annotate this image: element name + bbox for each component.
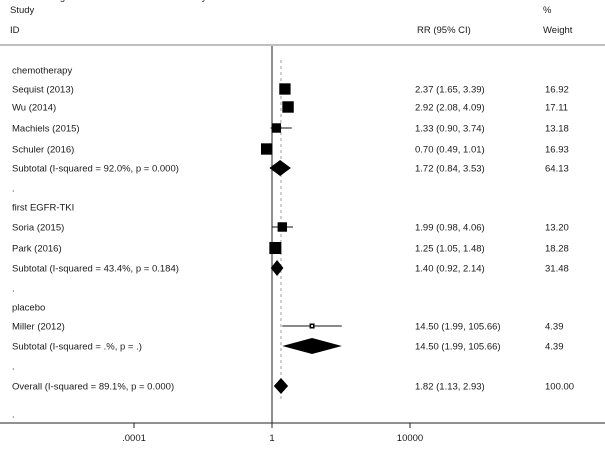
- subtotal-diamond: [269, 160, 291, 176]
- weight-value: 17.11: [545, 103, 568, 114]
- study-label: Park (2016): [12, 244, 62, 255]
- header-weight: Weight: [543, 25, 573, 36]
- ci-value: 14.50 (1.99, 105.66): [415, 342, 501, 353]
- spacer-dot: .: [12, 184, 15, 195]
- ci-value: 2.92 (2.08, 4.09): [415, 103, 485, 114]
- overall-diamond: [273, 378, 289, 394]
- x-tick-label: 10000: [397, 433, 423, 444]
- weight-value: 18.28: [545, 244, 569, 255]
- weight-value: 13.18: [545, 124, 569, 135]
- weight-value: 16.92: [545, 85, 569, 96]
- subtotal-label: Subtotal (I-squared = 92.0%, p = 0.000): [12, 164, 179, 175]
- study-label: Wu (2014): [12, 103, 56, 114]
- ci-value: 1.25 (1.05, 1.48): [415, 244, 485, 255]
- ci-value: 1.33 (0.90, 3.74): [415, 124, 485, 135]
- header-study: Study: [10, 5, 35, 16]
- weight-value: 13.20: [545, 223, 569, 234]
- ci-value: 1.40 (0.92, 2.14): [415, 264, 485, 275]
- spacer-dot: .: [12, 362, 15, 373]
- study-label: Miller (2012): [12, 322, 65, 333]
- ci-value: 1.99 (0.98, 4.06): [415, 223, 485, 234]
- weight-value: 100.00: [545, 382, 574, 393]
- ci-value: 2.37 (1.65, 3.39): [415, 85, 485, 96]
- subtotal-diamond: [270, 260, 284, 276]
- subtotal-label: Subtotal (I-squared = 43.4%, p = 0.184): [12, 264, 179, 275]
- ci-value: 14.50 (1.99, 105.66): [415, 322, 501, 333]
- weight-value: 4.39: [545, 342, 564, 353]
- weight-value: 16.93: [545, 145, 569, 156]
- header-weight-percent: %: [543, 5, 552, 16]
- point-estimate-dot: [281, 225, 284, 229]
- study-label: Machiels (2015): [12, 124, 80, 135]
- point-estimate-dot: [283, 87, 287, 91]
- weight-value: 4.39: [545, 322, 564, 333]
- point-estimate-dot: [310, 324, 314, 328]
- x-tick-label: 1: [269, 433, 274, 444]
- study-label: Soria (2015): [12, 223, 64, 234]
- point-estimate-dot: [275, 126, 278, 130]
- x-tick-label: .0001: [122, 433, 146, 444]
- group-label: chemotherapy: [12, 66, 72, 77]
- group-label: first EGFR-TKI: [12, 203, 74, 214]
- subtotal-label: Subtotal (I-squared = .%, p = .): [12, 342, 142, 353]
- rows-layer: chemotherapy Sequist (2013) 2.37 (1.65, 3.…: [12, 0, 574, 423]
- weight-value: 64.13: [545, 164, 569, 175]
- header-ci: RR (95% CI): [417, 25, 471, 36]
- header-id: ID: [10, 25, 20, 36]
- study-label: Sequist (2013): [12, 85, 74, 96]
- study-label: Schuler (2016): [12, 145, 74, 156]
- ci-value: 1.82 (1.13, 2.93): [415, 382, 485, 393]
- spacer-dot: .: [12, 284, 15, 295]
- point-estimate-dot: [274, 246, 277, 250]
- spacer-dot: .: [12, 410, 15, 421]
- ci-value: 0.70 (0.49, 1.01): [415, 145, 485, 156]
- subtotal-diamond: [282, 338, 342, 354]
- footnote: NOTE: Weights are from random effects an…: [12, 0, 218, 3]
- ci-value: 1.72 (0.84, 3.53): [415, 164, 485, 175]
- x-axis: .0001 1 10000: [0, 422, 605, 444]
- point-estimate-dot: [286, 105, 290, 109]
- group-label: placebo: [12, 303, 45, 314]
- weight-value: 31.48: [545, 264, 569, 275]
- overall-label: Overall (I-squared = 89.1%, p = 0.000): [12, 382, 174, 393]
- point-estimate-dot: [265, 147, 268, 151]
